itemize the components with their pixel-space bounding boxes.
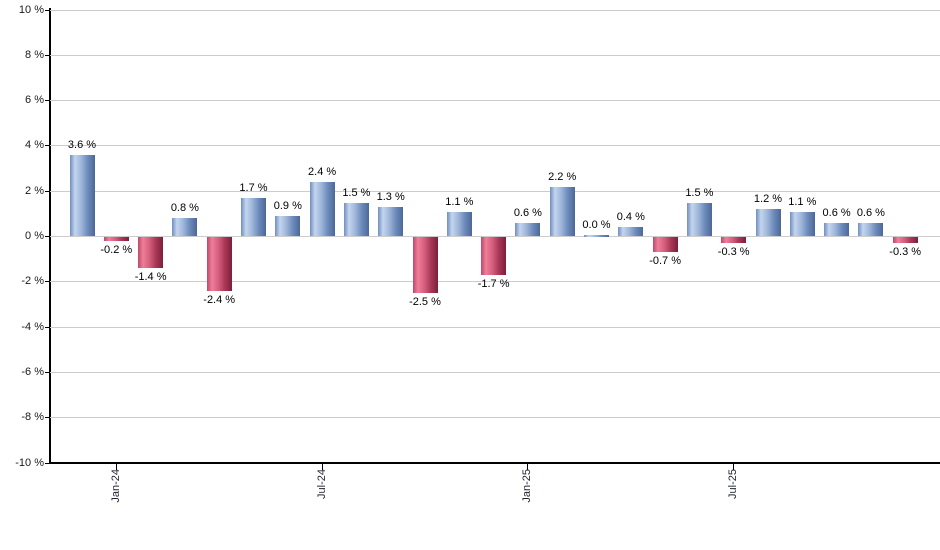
y-axis-tick (45, 55, 50, 56)
bar (858, 222, 884, 237)
bar (343, 202, 369, 237)
bar-value-label: 1.1 % (445, 195, 474, 208)
y-axis-tick-label: 4 % (25, 139, 44, 152)
bar (824, 222, 850, 237)
bar-value-label: -1.7 % (477, 278, 510, 290)
bar (892, 236, 918, 244)
bar (69, 154, 95, 237)
bar (686, 202, 712, 237)
bar (309, 182, 335, 237)
y-axis-tick (45, 281, 50, 282)
bar-value-label: -0.3 % (889, 246, 922, 259)
y-axis-tick (45, 372, 50, 373)
y-axis-tick-label: 2 % (25, 184, 44, 197)
bar (412, 236, 438, 294)
bar (755, 209, 781, 237)
bar-value-label: -2.5 % (409, 296, 441, 309)
bar (275, 216, 301, 237)
y-axis-tick (45, 10, 50, 11)
y-axis-tick (45, 236, 50, 237)
bar-value-label: -0.2 % (100, 244, 133, 257)
y-axis-tick (45, 417, 50, 418)
x-axis-tick (527, 464, 528, 470)
bar (103, 236, 129, 242)
x-axis-tick-label: Jul-25 (727, 469, 740, 499)
grid-line (50, 191, 940, 192)
y-axis-tick-label: -8 % (21, 411, 44, 424)
y-axis-tick-label: -10 % (15, 456, 44, 469)
bar-value-label: 1.1 % (788, 195, 817, 208)
x-axis-tick-label: Jan-24 (109, 469, 122, 503)
y-axis-tick-label: 6 % (25, 94, 44, 107)
x-axis-tick (116, 464, 117, 470)
grid-line (50, 145, 940, 146)
bar-value-label: 0.6 % (856, 206, 885, 219)
y-axis-tick (45, 100, 50, 101)
bar-value-label: 2.2 % (548, 170, 577, 183)
y-axis-tick (45, 463, 50, 464)
bar (138, 236, 164, 269)
y-axis-tick (45, 327, 50, 328)
grid-line (50, 327, 940, 328)
bar (241, 197, 266, 237)
grid-line (50, 10, 940, 11)
bar-value-label: 0.8 % (170, 202, 199, 215)
bar-value-label: 1.2 % (753, 193, 783, 206)
grid-line (50, 372, 940, 373)
y-axis-tick-label: -2 % (21, 275, 44, 288)
y-axis-tick-label: 8 % (25, 48, 44, 61)
bar-value-label: 0.0 % (582, 218, 611, 231)
bar (549, 186, 575, 237)
bar (481, 236, 507, 275)
bar-value-label: 0.6 % (513, 206, 542, 219)
bar-value-label: -0.7 % (649, 255, 681, 268)
bar-value-label: -1.4 % (134, 271, 167, 284)
x-axis-tick-label: Jan-25 (521, 469, 534, 503)
bar (172, 218, 198, 237)
bar (378, 207, 404, 237)
bar (206, 236, 232, 291)
x-axis-tick (322, 464, 323, 470)
x-axis-tick-label: Jul-24 (315, 469, 328, 499)
bar (618, 227, 644, 237)
bar-value-label: 0.6 % (822, 206, 851, 219)
x-axis-tick (733, 464, 734, 470)
grid-line (50, 100, 940, 101)
grid-line (50, 281, 940, 282)
bar (515, 222, 541, 237)
bar-value-label: -2.4 % (203, 293, 236, 306)
x-axis-line (49, 462, 940, 464)
bar-value-label: 2.4 % (308, 166, 337, 179)
bar (721, 236, 747, 244)
y-axis-tick (45, 191, 50, 192)
bar-value-label: 1.5 % (342, 186, 371, 199)
bar (789, 211, 815, 237)
bar-value-label: 1.7 % (239, 181, 268, 194)
bar-value-label: 0.4 % (616, 211, 645, 224)
bar (584, 234, 609, 237)
y-axis-tick-label: 0 % (25, 230, 44, 242)
y-axis-tick-label: 10 % (18, 3, 44, 16)
y-axis-tick (45, 145, 50, 146)
grid-line (50, 417, 940, 418)
bar (446, 211, 472, 237)
bar-value-label: -0.3 % (717, 246, 750, 259)
bar-value-label: 1.3 % (376, 191, 405, 204)
bar-value-label: 1.5 % (685, 186, 714, 199)
grid-line (50, 55, 940, 56)
bar-value-label: 0.9 % (273, 200, 302, 213)
bar-value-label: 3.6 % (67, 138, 97, 151)
bar (652, 236, 678, 253)
y-axis-tick-label: -4 % (21, 320, 44, 333)
y-axis-tick-label: -6 % (21, 365, 44, 378)
